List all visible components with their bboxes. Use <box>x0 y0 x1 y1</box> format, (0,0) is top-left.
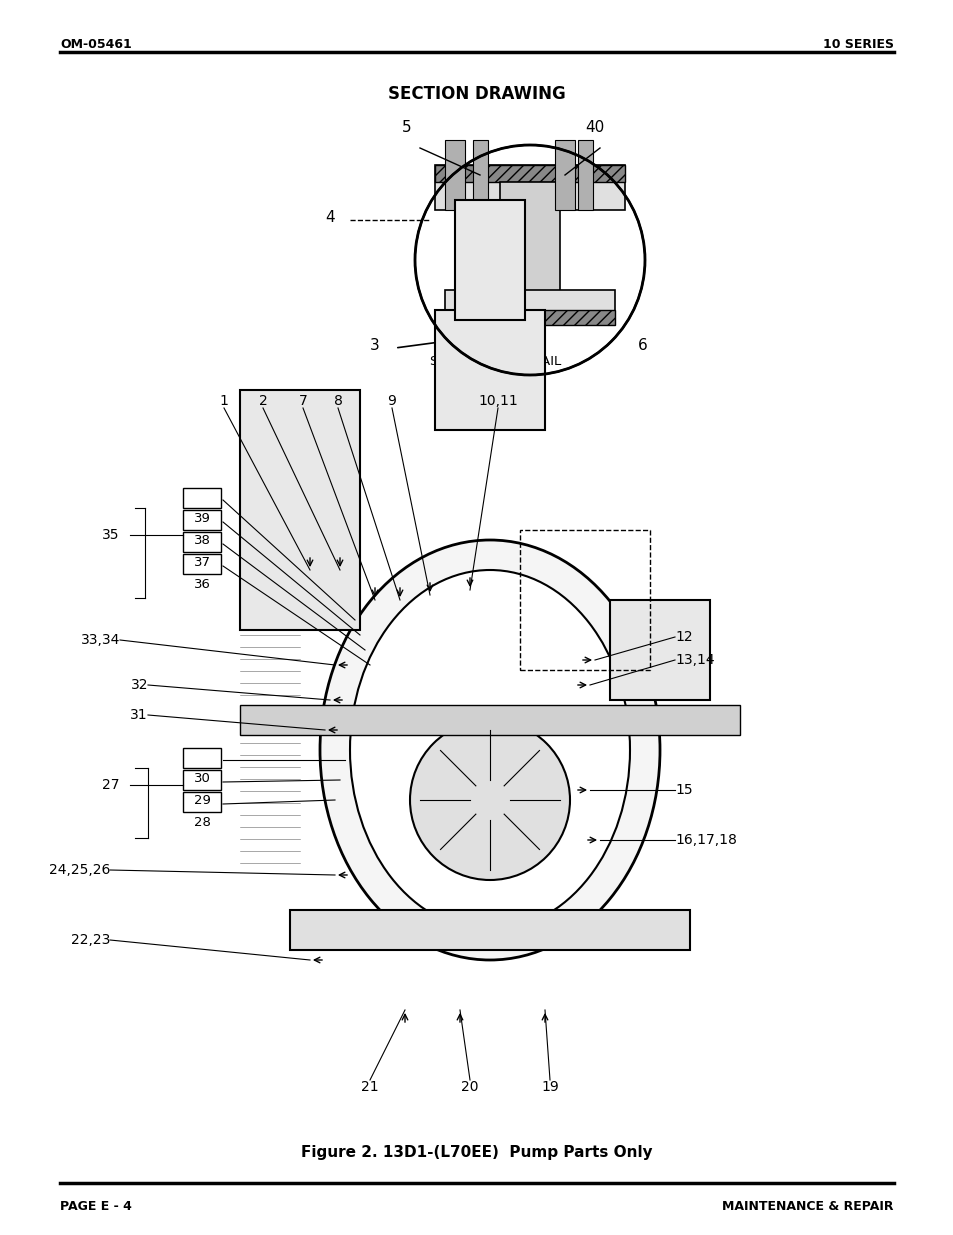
Text: Figure 2. 13D1-(L70EE)  Pump Parts Only: Figure 2. 13D1-(L70EE) Pump Parts Only <box>301 1145 652 1160</box>
Bar <box>473 140 488 210</box>
Text: 37: 37 <box>193 556 211 568</box>
Text: 21: 21 <box>361 1079 378 1094</box>
Text: 33,34: 33,34 <box>81 634 120 647</box>
Polygon shape <box>435 165 624 210</box>
Text: 40: 40 <box>585 120 604 135</box>
Bar <box>183 555 221 574</box>
Bar <box>183 488 221 508</box>
Text: MAINTENANCE & REPAIR: MAINTENANCE & REPAIR <box>721 1200 893 1213</box>
Polygon shape <box>444 310 615 325</box>
Text: PAGE E - 4: PAGE E - 4 <box>60 1200 132 1213</box>
Polygon shape <box>444 290 615 325</box>
Text: 16,17,18: 16,17,18 <box>675 832 736 847</box>
Polygon shape <box>435 165 624 182</box>
Text: 6: 6 <box>638 338 647 353</box>
Text: 31: 31 <box>131 708 148 722</box>
Text: 13,14: 13,14 <box>675 653 714 667</box>
Text: 39: 39 <box>193 511 211 525</box>
Ellipse shape <box>350 571 629 930</box>
Text: 15: 15 <box>675 783 692 797</box>
Text: 10 SERIES: 10 SERIES <box>822 38 893 51</box>
Bar <box>555 140 575 210</box>
Text: 38: 38 <box>193 534 211 547</box>
Text: 8: 8 <box>334 394 342 408</box>
Bar <box>240 390 359 630</box>
Bar <box>435 310 544 430</box>
Text: 24,25,26: 24,25,26 <box>49 863 110 877</box>
Text: 32: 32 <box>131 678 148 692</box>
Text: 35: 35 <box>102 529 119 542</box>
Bar <box>519 530 649 671</box>
Bar <box>290 910 689 950</box>
Text: 22,23: 22,23 <box>71 932 110 947</box>
Bar <box>183 532 221 552</box>
Text: 2: 2 <box>258 394 267 408</box>
Text: 4: 4 <box>325 210 335 226</box>
Text: 10,11: 10,11 <box>477 394 517 408</box>
Text: 28: 28 <box>193 815 211 829</box>
Text: 30: 30 <box>193 772 211 784</box>
Text: 29: 29 <box>193 794 211 806</box>
Bar <box>183 510 221 530</box>
Text: 3: 3 <box>370 338 379 353</box>
Text: 20: 20 <box>460 1079 478 1094</box>
Bar <box>578 140 593 210</box>
Bar <box>444 140 464 210</box>
Ellipse shape <box>410 720 569 881</box>
Ellipse shape <box>319 540 659 960</box>
Text: 27: 27 <box>102 778 119 792</box>
Text: 7: 7 <box>298 394 307 408</box>
Text: 12: 12 <box>675 630 692 643</box>
Text: 5: 5 <box>402 120 412 135</box>
Text: OM-05461: OM-05461 <box>60 38 132 51</box>
Text: 19: 19 <box>540 1079 558 1094</box>
Text: 36: 36 <box>193 578 211 590</box>
Text: 1: 1 <box>219 394 228 408</box>
Polygon shape <box>499 182 559 320</box>
Bar <box>240 705 740 735</box>
Bar <box>609 600 709 700</box>
Text: 9: 9 <box>387 394 396 408</box>
Text: SEAL  AREA  DETAIL: SEAL AREA DETAIL <box>430 354 560 368</box>
Text: SECTION DRAWING: SECTION DRAWING <box>388 85 565 103</box>
Bar <box>183 792 221 811</box>
Bar <box>183 769 221 790</box>
Bar <box>183 748 221 768</box>
Bar <box>455 200 524 320</box>
